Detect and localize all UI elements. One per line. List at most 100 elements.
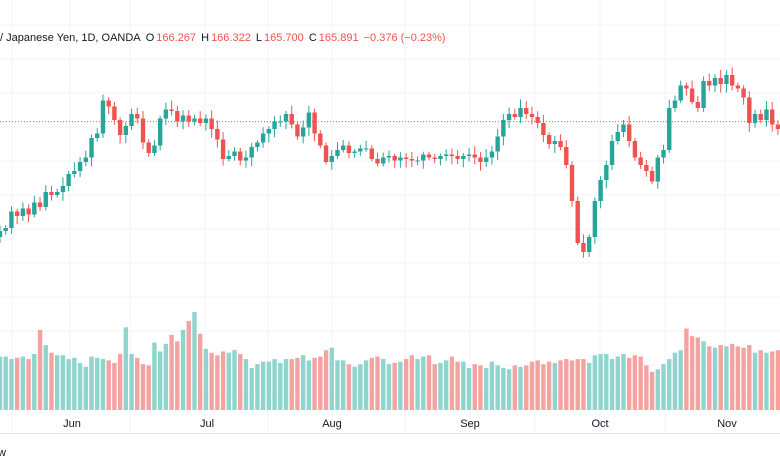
candle-body bbox=[318, 133, 323, 146]
volume-bar bbox=[243, 359, 249, 410]
volume-bar bbox=[409, 355, 415, 410]
volume-bar bbox=[140, 364, 146, 410]
candle-body bbox=[524, 108, 529, 114]
volume-bar bbox=[260, 361, 266, 410]
candle-body bbox=[398, 157, 403, 161]
volume-bar bbox=[581, 359, 586, 410]
candle-body bbox=[255, 142, 260, 147]
volume-bar bbox=[198, 333, 203, 410]
volume-bar bbox=[432, 364, 437, 410]
volume-bar bbox=[707, 346, 712, 410]
volume-bar bbox=[747, 345, 752, 410]
candle-body bbox=[403, 157, 409, 159]
volume-bar bbox=[718, 345, 723, 410]
candle-body bbox=[163, 109, 169, 119]
candle-body bbox=[770, 109, 775, 125]
volume-bar bbox=[346, 364, 352, 410]
volume-bar bbox=[209, 352, 214, 410]
candle-body bbox=[123, 126, 129, 135]
candle-body bbox=[707, 81, 712, 86]
volume-bar bbox=[524, 365, 529, 410]
candle-body bbox=[369, 148, 374, 159]
volume-bar bbox=[546, 361, 552, 410]
candle-body bbox=[215, 129, 220, 140]
volume-bar bbox=[226, 352, 231, 410]
volume-bar bbox=[438, 362, 443, 410]
candle-body bbox=[621, 124, 626, 132]
candle-body bbox=[712, 78, 718, 86]
candle-body bbox=[169, 109, 174, 111]
candle-body bbox=[724, 75, 729, 84]
candle-body bbox=[701, 81, 706, 108]
volume-bar bbox=[238, 354, 243, 410]
candle-body bbox=[295, 124, 300, 137]
volume-bar bbox=[558, 360, 563, 410]
volume-bar bbox=[14, 357, 20, 410]
volume-bar bbox=[575, 359, 580, 410]
volume-bar bbox=[272, 359, 277, 410]
volume-bar bbox=[318, 356, 323, 410]
candle-body bbox=[226, 156, 231, 159]
candle-body bbox=[77, 162, 83, 171]
candle-body bbox=[392, 156, 397, 161]
volume-bar bbox=[215, 355, 220, 410]
candle-body bbox=[0, 231, 3, 237]
candle-body bbox=[535, 117, 540, 123]
candle-body bbox=[198, 118, 203, 123]
volume-bar bbox=[352, 366, 357, 410]
volume-bar bbox=[461, 361, 466, 410]
candle-body bbox=[260, 133, 266, 143]
candle-body bbox=[689, 88, 695, 102]
volume-bar bbox=[175, 341, 180, 410]
volume-bar bbox=[569, 360, 575, 410]
candle-body bbox=[203, 118, 209, 123]
volume-bar bbox=[689, 336, 695, 410]
candle-body bbox=[55, 192, 60, 195]
volume-bar bbox=[415, 359, 420, 410]
volume-bar bbox=[312, 357, 317, 410]
volume-bar bbox=[232, 350, 237, 410]
volume-bar bbox=[89, 356, 94, 410]
volume-bar bbox=[564, 359, 569, 410]
volume-bar bbox=[100, 359, 106, 410]
candle-body bbox=[9, 211, 14, 228]
candle-body bbox=[20, 208, 26, 216]
candle-body bbox=[421, 154, 426, 161]
volume-bar bbox=[369, 357, 374, 410]
volume-bar bbox=[249, 368, 254, 410]
candle-body bbox=[89, 138, 94, 158]
candle-body bbox=[678, 85, 683, 101]
volume-bar bbox=[552, 362, 558, 410]
volume-bar bbox=[398, 361, 403, 410]
volume-bar bbox=[541, 364, 546, 410]
volume-bar bbox=[112, 362, 117, 410]
candle-body bbox=[232, 151, 237, 156]
volume-bar bbox=[506, 369, 512, 410]
volume-bar bbox=[220, 351, 226, 410]
volume-bar bbox=[489, 361, 495, 410]
volume-bar bbox=[266, 361, 272, 410]
volume-bar bbox=[752, 352, 758, 410]
candle-body bbox=[363, 148, 369, 150]
volume-bar bbox=[49, 352, 54, 410]
candle-body bbox=[135, 114, 140, 119]
volume-bar bbox=[329, 347, 334, 410]
candle-body bbox=[472, 154, 477, 158]
candle-body bbox=[775, 124, 780, 129]
candle-body bbox=[220, 139, 226, 159]
volume-bar bbox=[37, 329, 43, 410]
candle-body bbox=[352, 151, 357, 153]
volume-bar bbox=[66, 359, 71, 410]
candle-body bbox=[592, 201, 598, 237]
candle-body bbox=[684, 85, 689, 89]
volume-bar bbox=[403, 359, 409, 410]
candle-body bbox=[329, 156, 334, 162]
candle-body bbox=[518, 108, 523, 117]
volume-bar bbox=[358, 364, 363, 410]
volume-bar bbox=[192, 312, 197, 410]
candle-body bbox=[375, 159, 380, 164]
volume-bar bbox=[146, 365, 151, 410]
candle-body bbox=[289, 114, 294, 125]
candle-body bbox=[627, 124, 632, 141]
volume-bar bbox=[466, 368, 472, 410]
